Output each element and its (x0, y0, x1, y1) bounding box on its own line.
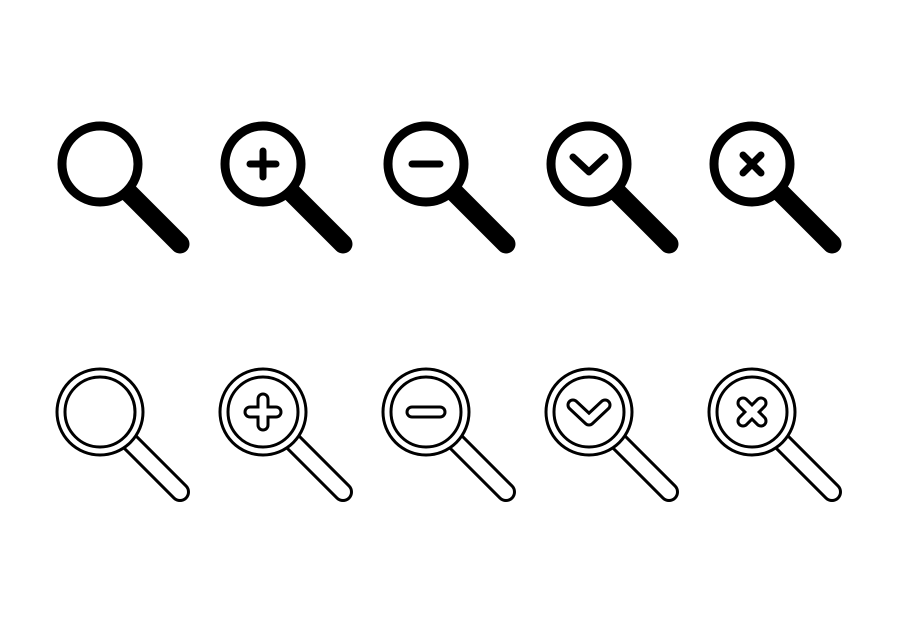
check-mark (566, 398, 612, 427)
cross-mark (739, 151, 765, 177)
search-close-icon (709, 121, 842, 254)
plus-mark (246, 147, 280, 181)
plus-mark (243, 392, 283, 432)
zoom-out-icon (383, 121, 516, 254)
cross-mark (736, 396, 768, 428)
search-check-outline-icon (544, 367, 679, 502)
check-mark (569, 153, 609, 176)
search-check-icon (546, 121, 679, 254)
zoom-in-icon (220, 121, 353, 254)
magnifier-outline-icon (55, 367, 190, 502)
zoom-out-outline-icon (381, 367, 516, 502)
search-close-outline-icon (707, 367, 842, 502)
magnifier-icon (57, 121, 190, 254)
zoom-in-outline-icon (218, 367, 353, 502)
